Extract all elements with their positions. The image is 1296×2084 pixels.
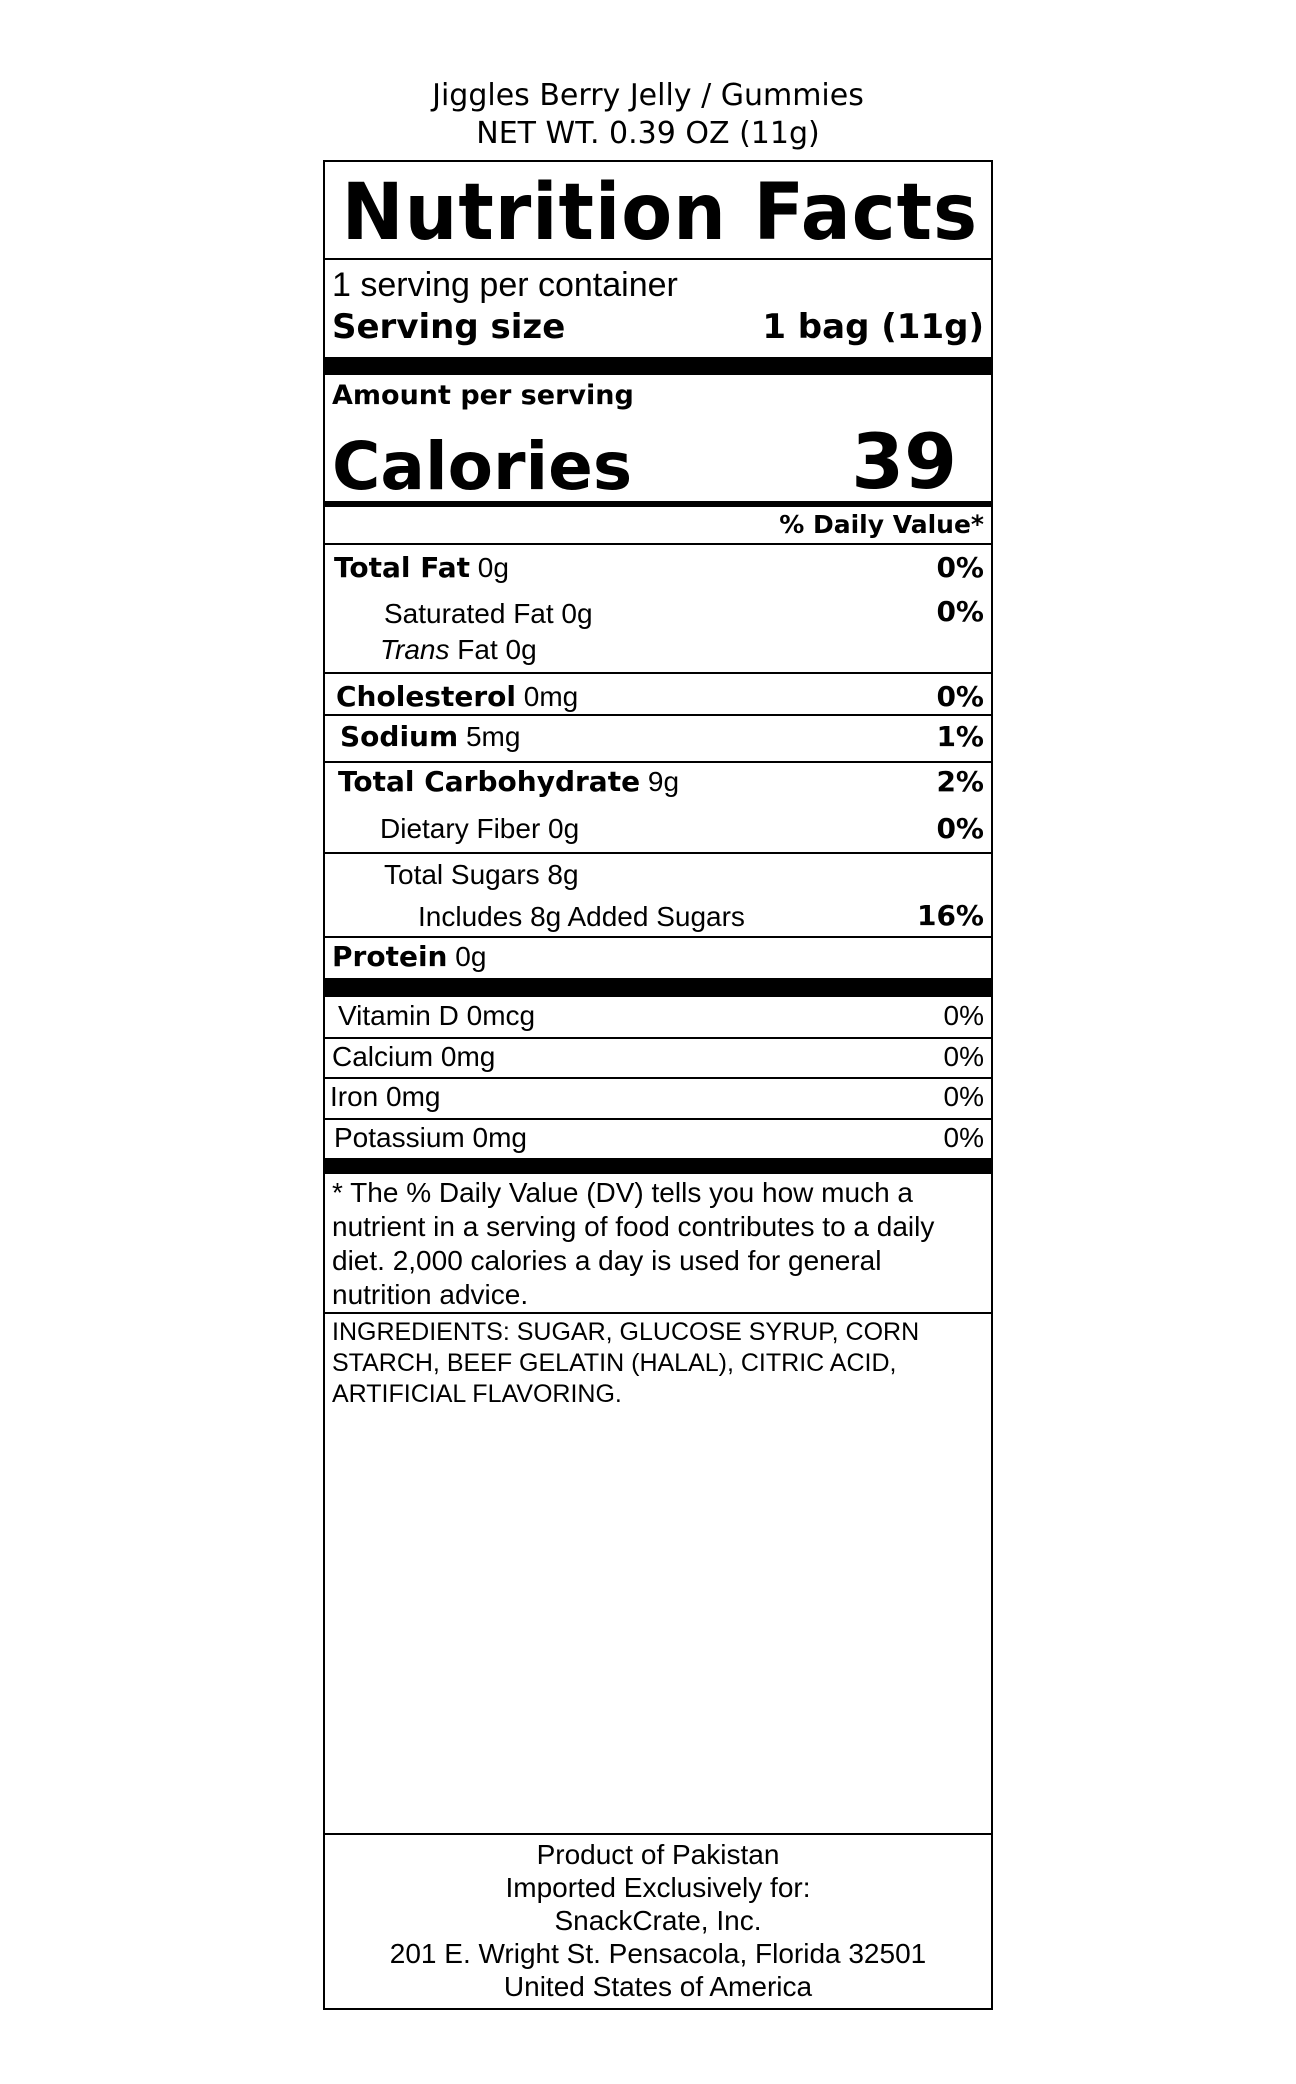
nutrient-sodium: Sodium 5mg (340, 720, 521, 753)
dv-cholesterol: 0% (936, 680, 984, 713)
potassium: Potassium 0mg (334, 1122, 527, 1153)
thick-divider (325, 357, 991, 375)
footnote-line: nutrition advice. (332, 1279, 529, 1310)
dv-dietary-fiber: 0% (936, 812, 984, 845)
footnote-line: * The % Daily Value (DV) tells you how m… (332, 1177, 913, 1208)
divider (325, 1037, 991, 1039)
divider (325, 852, 991, 854)
footnote-line: diet. 2,000 calories a day is used for g… (332, 1245, 882, 1276)
serving-size-value: 1 bag (11g) (762, 307, 984, 347)
calcium: Calcium 0mg (332, 1041, 496, 1072)
dv-iron: 0% (943, 1081, 984, 1112)
footnote-line: nutrient in a serving of food contribute… (332, 1211, 935, 1242)
daily-value-header: % Daily Value* (779, 510, 984, 539)
dv-total-fat: 0% (936, 551, 984, 584)
calories-label: Calories (332, 428, 633, 505)
nutrient-dietary-fiber: Dietary Fiber 0g (380, 813, 580, 844)
dv-saturated-fat: 0% (936, 595, 984, 628)
nutrient-protein: Protein 0g (332, 940, 487, 973)
ingredients-line: INGREDIENTS: SUGAR, GLUCOSE SYRUP, CORN (332, 1318, 920, 1346)
nutrient-saturated-fat: Saturated Fat 0g (384, 598, 593, 629)
ingredients-line: STARCH, BEEF GELATIN (HALAL), CITRIC ACI… (332, 1349, 897, 1377)
amount-per-serving: Amount per serving (332, 380, 634, 411)
dv-potassium: 0% (943, 1122, 984, 1153)
nutrient-cholesterol: Cholesterol 0mg (336, 680, 579, 713)
divider (325, 1833, 991, 1835)
product-name: Jiggles Berry Jelly / Gummies (432, 78, 864, 113)
thick-divider (325, 1158, 991, 1174)
nutrient-total-sugars: Total Sugars 8g (384, 859, 579, 890)
servings-per-container: 1 serving per container (332, 266, 678, 304)
divider (325, 936, 991, 938)
divider (325, 672, 991, 674)
importer-country: United States of America (503, 1971, 813, 2002)
origin-line: Imported Exclusively for: (505, 1872, 811, 1903)
divider (325, 258, 991, 260)
divider (325, 543, 991, 545)
thick-divider (325, 978, 991, 997)
nutrient-added-sugars: Includes 8g Added Sugars (418, 901, 745, 932)
nutrition-facts-panel: Nutrition Facts 1 serving per container … (323, 160, 993, 2010)
divider (325, 714, 991, 716)
panel-title: Nutrition Facts (341, 168, 979, 258)
divider (325, 1118, 991, 1120)
calories-value: 39 (851, 417, 957, 506)
importer-address: 201 E. Wright St. Pensacola, Florida 325… (389, 1938, 927, 1969)
importer-name: SnackCrate, Inc. (554, 1905, 762, 1936)
nutrient-total-fat: Total Fat 0g (334, 551, 509, 584)
divider (325, 1312, 991, 1314)
dv-added-sugars: 16% (916, 899, 984, 932)
dv-calcium: 0% (943, 1041, 984, 1072)
origin-line: Product of Pakistan (536, 1839, 780, 1870)
dv-sodium: 1% (936, 720, 984, 753)
divider (325, 761, 991, 763)
divider (325, 1077, 991, 1079)
net-weight: NET WT. 0.39 OZ (11g) (476, 116, 820, 151)
vitamin-d: Vitamin D 0mcg (338, 1000, 536, 1031)
dv-total-carbohydrate: 2% (936, 765, 984, 798)
nutrient-trans-fat: Trans Fat 0g (380, 634, 537, 665)
iron: Iron 0mg (330, 1081, 441, 1112)
medium-divider (325, 501, 991, 507)
ingredients-line: ARTIFICIAL FLAVORING. (332, 1380, 622, 1408)
nutrient-total-carbohydrate: Total Carbohydrate 9g (338, 765, 680, 798)
dv-vitamin-d: 0% (943, 1000, 984, 1031)
serving-size-label: Serving size (332, 307, 566, 347)
